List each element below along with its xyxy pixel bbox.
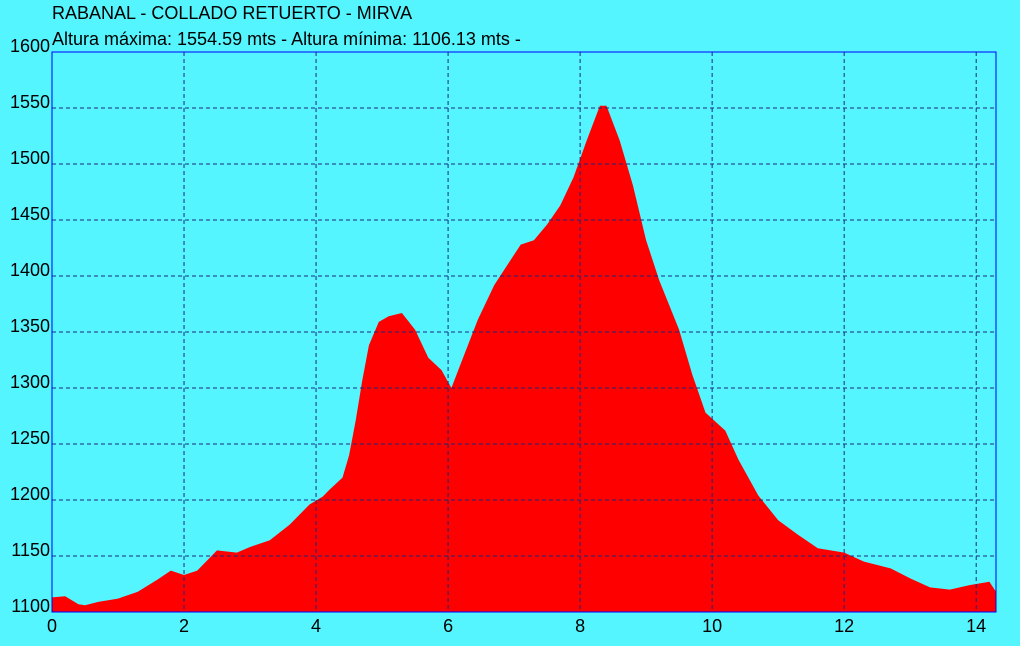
y-tick-label: 1400 [10,260,50,280]
x-tick-label: 6 [443,616,453,636]
elevation-area [52,105,996,613]
x-tick-label: 10 [702,616,722,636]
chart-subtitle: Altura máxima: 1554.59 mts - Altura míni… [52,29,521,49]
y-tick-label: 1100 [11,596,50,616]
plot-border [51,51,997,613]
y-tick-label: 1550 [10,92,50,112]
x-tick-label: 4 [311,616,321,636]
y-tick-label: 1600 [10,36,50,56]
chart-title: RABANAL - COLLADO RETUERTO - MIRVA [52,3,412,23]
y-tick-label: 1250 [10,428,50,448]
y-tick-label: 1350 [10,316,50,336]
x-tick-label: 14 [966,616,986,636]
x-tick-label: 2 [179,616,189,636]
y-tick-label: 1200 [10,484,50,504]
x-tick-label: 8 [575,616,585,636]
y-tick-label: 1300 [10,372,50,392]
x-tick-label: 0 [47,616,57,636]
y-tick-label: 1500 [10,148,50,168]
y-tick-label: 1450 [10,204,50,224]
y-tick-label: 1150 [11,540,50,560]
x-tick-label: 12 [834,616,854,636]
